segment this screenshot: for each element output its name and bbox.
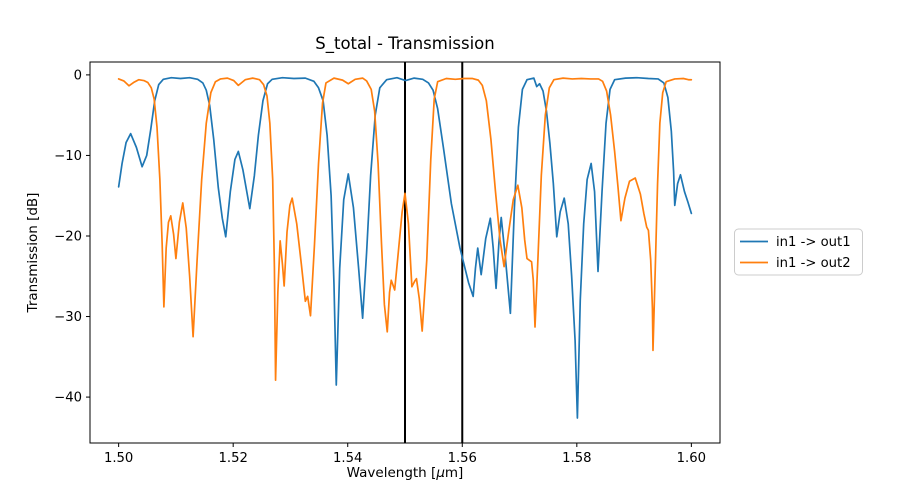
y-tick-label: −40 xyxy=(54,391,82,406)
series-line-1 xyxy=(117,76,693,419)
y-tick-label: 0 xyxy=(74,68,82,83)
y-tick-label: −10 xyxy=(54,149,82,164)
legend-box xyxy=(734,228,863,276)
legend-label: in1 -> out1 xyxy=(776,235,851,250)
y-tick-label: −20 xyxy=(54,229,82,244)
x-tick-label: 1.52 xyxy=(218,451,247,466)
y-axis-ticks: 0 −10 −20 −30 −40 xyxy=(54,68,90,406)
series-line-2 xyxy=(117,77,693,382)
x-tick-label: 1.50 xyxy=(104,451,133,466)
x-tick-label: 1.58 xyxy=(562,451,591,466)
y-tick-label: −30 xyxy=(54,310,82,325)
legend-label: in1 -> out2 xyxy=(776,256,851,271)
y-axis-label: Transmission [dB] xyxy=(25,193,41,314)
x-tick-label: 1.54 xyxy=(333,451,362,466)
mu-symbol: μ xyxy=(435,465,445,481)
x-tick-label: 1.56 xyxy=(448,451,477,466)
vline-annotations xyxy=(404,62,464,443)
x-axis-ticks: 1.50 1.52 1.54 1.56 1.58 1.60 xyxy=(104,443,706,466)
series-lines xyxy=(117,76,693,419)
x-tick-label: 1.60 xyxy=(677,451,706,466)
chart-title: S_total - Transmission xyxy=(315,34,495,54)
x-axis-label: Wavelength [μm] xyxy=(347,465,464,481)
legend: in1 -> out1 in1 -> out2 xyxy=(734,228,863,276)
